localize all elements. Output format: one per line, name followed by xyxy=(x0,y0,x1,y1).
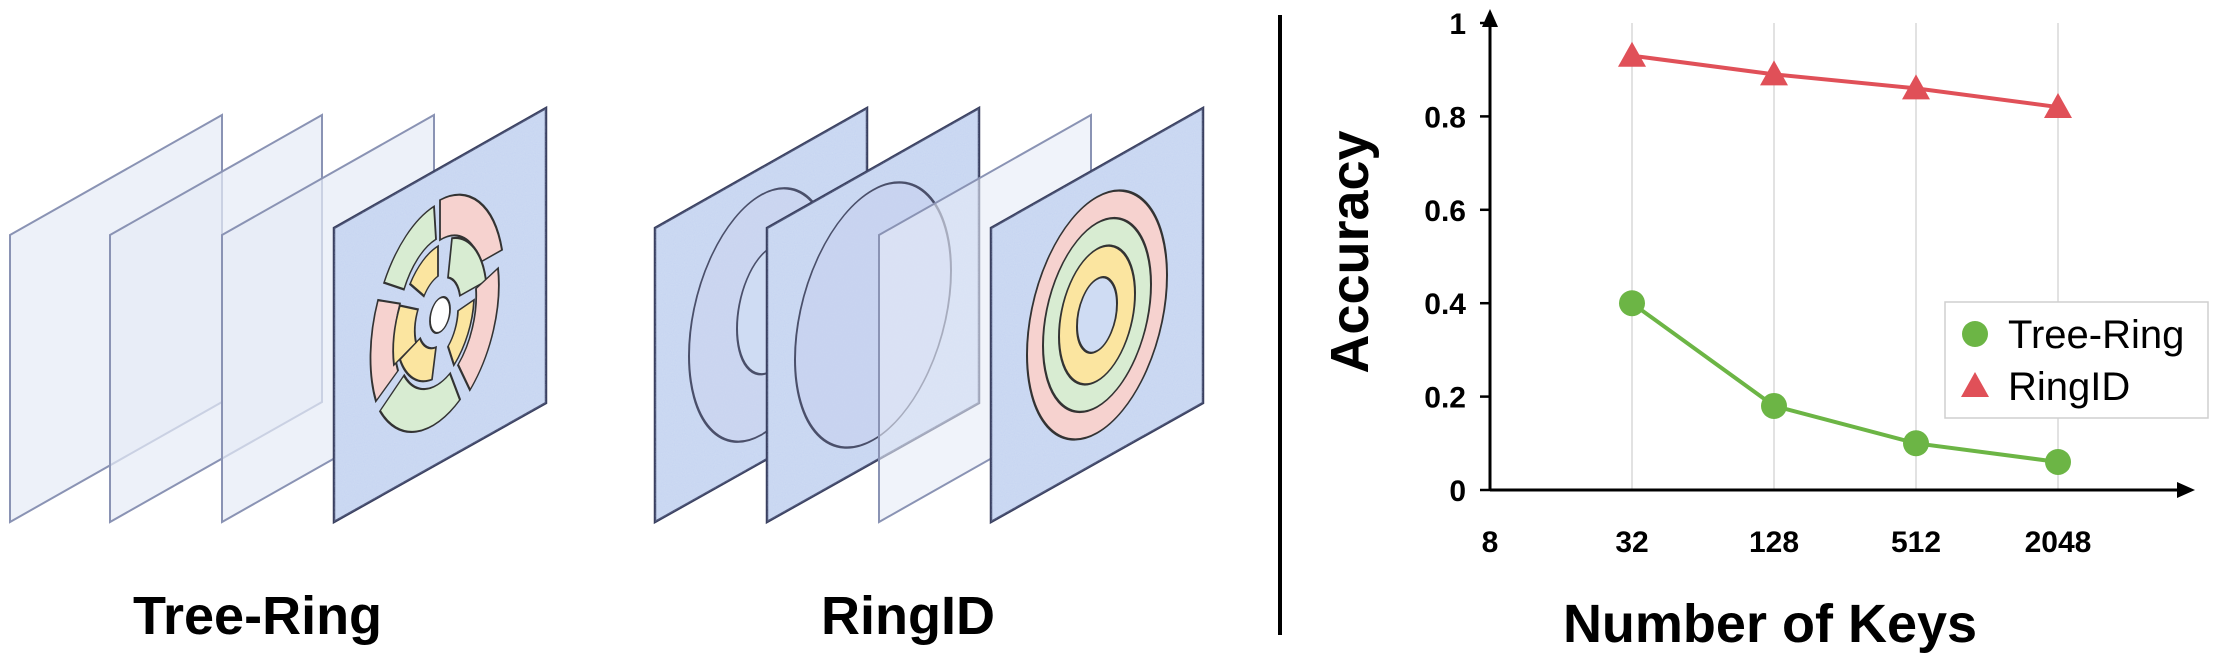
ring xyxy=(1076,276,1118,354)
data-point xyxy=(2045,448,2071,475)
y-axis-title: Accuracy xyxy=(1320,130,1380,373)
x-axis-title: Number of Keys xyxy=(1563,594,1977,654)
legend-box xyxy=(1944,301,2209,419)
x-tick-label: 32 xyxy=(1615,526,1648,559)
ring-sector xyxy=(447,236,488,298)
legend-marker xyxy=(1962,321,1988,347)
ring-sector xyxy=(439,193,504,264)
tree-ring-caption: Tree-Ring xyxy=(133,586,383,646)
legend-marker xyxy=(1961,372,1989,397)
data-point xyxy=(2044,93,2072,119)
y-tick-label: 0.6 xyxy=(1424,195,1466,228)
data-point xyxy=(1903,430,1929,457)
ringid-illustration xyxy=(653,105,1205,525)
ring-sector xyxy=(447,298,475,368)
series-ringid xyxy=(1618,41,2072,119)
legend: Tree-Ring RingID xyxy=(1944,301,2209,419)
accuracy-chart: 0 0.2 0.4 0.6 0.8 1 8 32 128 512 2048 Tree-Ring Rin… xyxy=(1320,8,2209,654)
y-tick-label: 0.8 xyxy=(1424,101,1466,134)
data-point xyxy=(1902,74,1930,100)
ringid-caption: RingID xyxy=(821,586,995,646)
data-point xyxy=(1761,392,1787,419)
ring-center xyxy=(429,296,451,334)
tree-ring-pattern xyxy=(369,193,504,433)
axes xyxy=(1480,9,2195,498)
y-tick-label: 0.2 xyxy=(1424,382,1466,415)
x-tick-label: 2048 xyxy=(2025,526,2092,559)
series xyxy=(1618,41,2072,475)
x-axis-arrow xyxy=(2177,482,2195,498)
y-tick-label: 1 xyxy=(1449,8,1466,41)
series-tree-ring xyxy=(1619,290,2071,475)
y-tick-label: 0.4 xyxy=(1424,288,1466,321)
x-tick-label: 8 xyxy=(1482,526,1499,559)
y-axis-arrow xyxy=(1482,9,1498,27)
x-tick-label: 128 xyxy=(1749,526,1799,559)
ring-sector xyxy=(378,371,462,433)
ring-sector xyxy=(408,244,439,298)
series-line xyxy=(1630,301,2059,464)
legend-label: Tree-Ring xyxy=(2008,313,2184,357)
data-point xyxy=(1619,290,1645,317)
y-tick-label: 0 xyxy=(1449,475,1466,508)
legend-label: RingID xyxy=(2008,365,2130,409)
grid xyxy=(1631,23,2059,490)
ring-sector xyxy=(392,304,420,367)
data-point xyxy=(1760,60,1788,86)
tick-labels: 0 0.2 0.4 0.6 0.8 1 8 32 128 512 2048 xyxy=(1424,8,2091,559)
series-line xyxy=(1631,53,2059,110)
ring-sector xyxy=(456,266,500,392)
x-tick-label: 512 xyxy=(1891,526,1941,559)
tree-ring-illustration xyxy=(9,105,548,525)
data-point xyxy=(1618,41,1646,67)
ring-sector xyxy=(382,204,437,291)
concentric-ring-pattern xyxy=(1026,189,1168,441)
